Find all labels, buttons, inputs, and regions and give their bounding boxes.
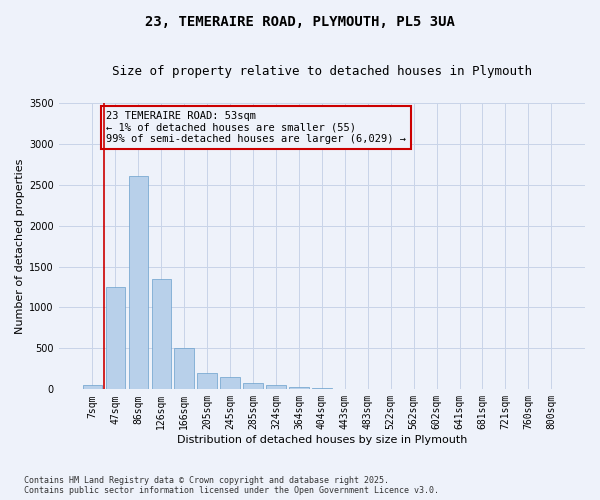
- Bar: [128, 176, 148, 390]
- Bar: [335, 388, 355, 390]
- X-axis label: Distribution of detached houses by size in Plymouth: Distribution of detached houses by size …: [177, 435, 467, 445]
- Text: 23 TEMERAIRE ROAD: 53sqm
← 1% of detached houses are smaller (55)
99% of semi-de: 23 TEMERAIRE ROAD: 53sqm ← 1% of detache…: [106, 111, 406, 144]
- Text: 23, TEMERAIRE ROAD, PLYMOUTH, PL5 3UA: 23, TEMERAIRE ROAD, PLYMOUTH, PL5 3UA: [145, 15, 455, 29]
- Bar: [83, 385, 102, 390]
- Bar: [106, 287, 125, 390]
- Bar: [289, 388, 308, 390]
- Bar: [312, 388, 332, 390]
- Bar: [244, 383, 263, 390]
- Title: Size of property relative to detached houses in Plymouth: Size of property relative to detached ho…: [112, 65, 532, 78]
- Y-axis label: Number of detached properties: Number of detached properties: [15, 158, 25, 334]
- Bar: [152, 279, 171, 390]
- Bar: [175, 348, 194, 390]
- Bar: [220, 377, 240, 390]
- Bar: [266, 385, 286, 390]
- Text: Contains HM Land Registry data © Crown copyright and database right 2025.
Contai: Contains HM Land Registry data © Crown c…: [24, 476, 439, 495]
- Bar: [197, 373, 217, 390]
